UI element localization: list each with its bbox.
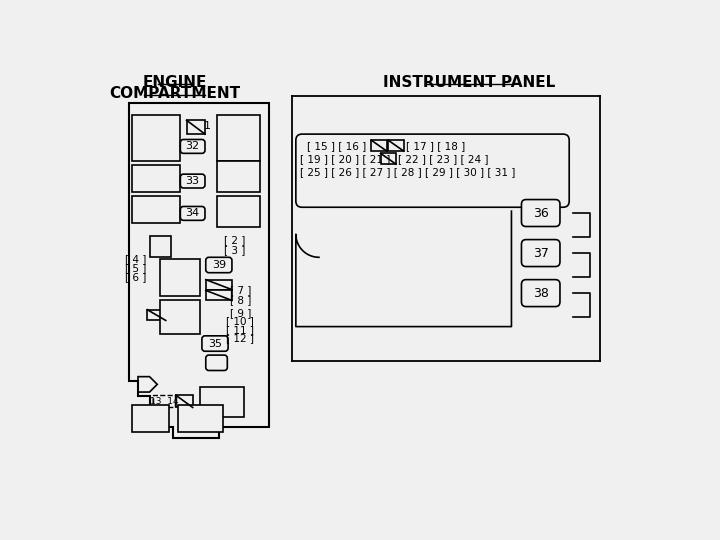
Text: 13  14: 13 14 bbox=[150, 397, 179, 406]
Text: 35: 35 bbox=[208, 339, 222, 348]
FancyBboxPatch shape bbox=[521, 240, 560, 267]
Text: [ 22 ] [ 23 ] [ 24 ]: [ 22 ] [ 23 ] [ 24 ] bbox=[398, 154, 489, 164]
Text: [ 17 ] [ 18 ]: [ 17 ] [ 18 ] bbox=[406, 140, 465, 151]
FancyBboxPatch shape bbox=[521, 280, 560, 307]
Bar bbox=[160, 300, 199, 334]
Bar bbox=[206, 291, 232, 300]
Bar bbox=[150, 236, 171, 257]
Text: [ 5 ]: [ 5 ] bbox=[125, 263, 146, 273]
Text: 33: 33 bbox=[186, 176, 199, 186]
Text: 38: 38 bbox=[533, 287, 549, 300]
Bar bbox=[153, 395, 175, 408]
Bar bbox=[132, 115, 179, 161]
Bar bbox=[176, 395, 193, 408]
Text: [ 19 ] [ 20 ] [ 21 ]: [ 19 ] [ 20 ] [ 21 ] bbox=[300, 154, 390, 164]
Text: [ 10 ]: [ 10 ] bbox=[227, 316, 254, 326]
Text: ENGINE: ENGINE bbox=[143, 75, 207, 90]
Text: [ 6 ]: [ 6 ] bbox=[125, 272, 146, 282]
Text: [ 15 ] [ 16 ]: [ 15 ] [ 16 ] bbox=[307, 140, 366, 151]
Bar bbox=[132, 165, 179, 192]
Bar bbox=[186, 120, 205, 134]
Text: [ 25 ] [ 26 ] [ 27 ] [ 28 ] [ 29 ] [ 30 ] [ 31 ]: [ 25 ] [ 26 ] [ 27 ] [ 28 ] [ 29 ] [ 30 … bbox=[300, 167, 515, 177]
Bar bbox=[388, 140, 404, 151]
FancyBboxPatch shape bbox=[206, 355, 228, 370]
Text: 1: 1 bbox=[204, 120, 211, 131]
Bar bbox=[132, 405, 168, 432]
FancyBboxPatch shape bbox=[180, 139, 205, 153]
Text: [ 7 ]: [ 7 ] bbox=[230, 286, 251, 295]
FancyBboxPatch shape bbox=[180, 174, 205, 188]
Text: COMPARTMENT: COMPARTMENT bbox=[109, 85, 240, 100]
Text: [ 3 ]: [ 3 ] bbox=[224, 245, 245, 254]
Bar bbox=[217, 161, 261, 192]
Bar bbox=[206, 280, 232, 289]
Text: 37: 37 bbox=[533, 247, 549, 260]
Text: INSTRUMENT PANEL: INSTRUMENT PANEL bbox=[383, 75, 555, 90]
Text: [ 4 ]: [ 4 ] bbox=[125, 254, 146, 264]
Bar bbox=[178, 405, 222, 432]
FancyBboxPatch shape bbox=[521, 200, 560, 226]
Text: 36: 36 bbox=[533, 207, 549, 220]
FancyBboxPatch shape bbox=[296, 134, 570, 207]
Bar bbox=[148, 309, 166, 320]
Text: 32: 32 bbox=[186, 141, 199, 151]
Bar bbox=[160, 259, 199, 296]
Bar bbox=[217, 195, 261, 226]
Text: [ 8 ]: [ 8 ] bbox=[230, 295, 251, 305]
Text: [ 9 ]: [ 9 ] bbox=[230, 308, 251, 318]
Text: 34: 34 bbox=[186, 208, 199, 218]
FancyBboxPatch shape bbox=[202, 336, 228, 351]
Text: 39: 39 bbox=[212, 260, 226, 270]
Bar bbox=[217, 115, 261, 161]
Text: [ 12 ]: [ 12 ] bbox=[226, 333, 254, 343]
Bar bbox=[199, 387, 244, 417]
Text: [ 11 ]: [ 11 ] bbox=[226, 325, 254, 335]
Text: [ 2 ]: [ 2 ] bbox=[224, 235, 245, 245]
FancyBboxPatch shape bbox=[180, 206, 205, 220]
FancyBboxPatch shape bbox=[206, 257, 232, 273]
Bar bbox=[381, 153, 396, 164]
Bar bbox=[372, 140, 387, 151]
Bar bbox=[132, 195, 179, 222]
